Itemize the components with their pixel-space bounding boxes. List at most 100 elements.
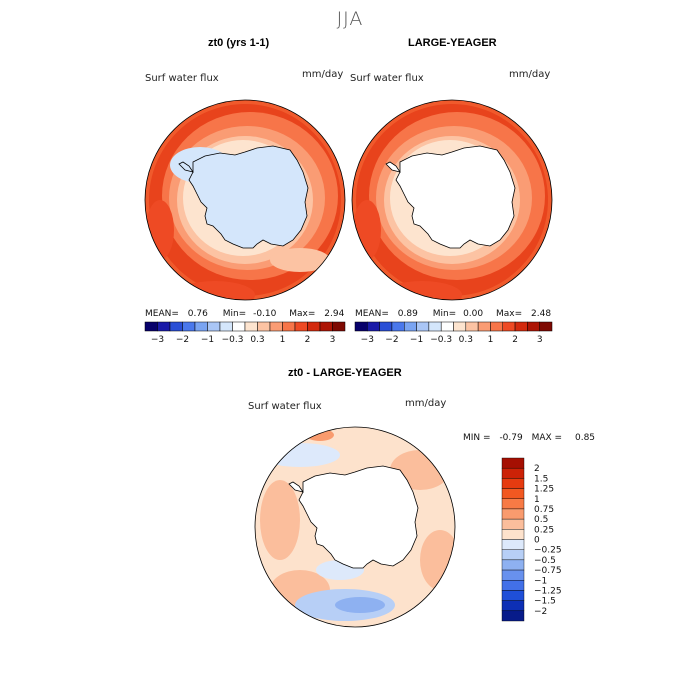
- diff-field-label: Surf water flux: [248, 401, 322, 412]
- diff-colorbar-swatch: [501, 590, 525, 601]
- diff-colorbar-swatch: [501, 580, 525, 591]
- diff-colorbar-swatch: [501, 498, 525, 510]
- diff-colorbar-tick-label: 0.25: [534, 525, 554, 535]
- diff-title: zt0 - LARGE-YEAGER: [288, 367, 402, 379]
- panel-2-colorbar: −3 −2 −1 −0.3 0.3 1 2 3: [354, 321, 553, 345]
- diff-colorbar-tick-label: −1.25: [534, 586, 562, 596]
- panel-1-colorbar-tick-label: −0.3: [222, 335, 244, 345]
- diff-colorbar-tick-label: 1.5: [534, 474, 548, 484]
- diff-colorbar-tick-label: −2: [534, 607, 547, 617]
- diff-colorbar-swatch: [501, 559, 525, 571]
- panel-2-map: [352, 100, 552, 300]
- diff-colorbar-tick-label: 1.25: [534, 485, 554, 495]
- panel-2-colorbar-swatch: [404, 321, 417, 332]
- panel-1-colorbar-swatch: [182, 321, 196, 332]
- panel-1-colorbar-swatch: [194, 321, 208, 332]
- panel-1-colorbar-tick-label: −1: [201, 335, 214, 345]
- panel-1-max-label: Max=: [289, 309, 316, 319]
- diff-map: [255, 427, 455, 627]
- panel-1-colorbar-swatch: [319, 321, 333, 332]
- panel-1-colorbar-swatch: [157, 321, 171, 332]
- diff-colorbar-tick-label: −1.5: [534, 597, 556, 607]
- panel-1-title: zt0 (yrs 1-1): [208, 37, 270, 49]
- panel-2-mean-label: MEAN=: [355, 309, 389, 319]
- panel-1-colorbar-swatch: [332, 321, 346, 332]
- panel-1-mean-label: MEAN=: [145, 309, 179, 319]
- diff-colorbar-swatch: [501, 569, 525, 581]
- panel-2-colorbar-swatch: [490, 321, 503, 332]
- diff-colorbar-swatch: [501, 539, 525, 550]
- panel-2-colorbar-tick-label: −3: [361, 335, 374, 345]
- panel-1-units: mm/day: [302, 69, 344, 80]
- panel-2-mean-value: 0.89: [397, 309, 418, 319]
- diff-colorbar-tick-label: −0.75: [534, 566, 562, 576]
- panel-1-colorbar-swatch: [232, 321, 246, 332]
- panel-1-colorbar-swatch: [144, 321, 158, 332]
- diff-colorbar: 21.51.2510.750.50.250−0.25−0.5−0.75−1−1.…: [501, 457, 562, 622]
- panel-1-field-label: Surf water flux: [145, 73, 219, 84]
- diff-colorbar-swatch: [501, 467, 525, 479]
- panel-2-max-value: 2.48: [531, 309, 552, 319]
- panel-2-colorbar-tick-label: 1: [488, 335, 494, 345]
- panel-1-colorbar-swatch: [244, 321, 258, 332]
- panel-2-colorbar-swatch: [440, 321, 454, 332]
- panel-2-colorbar-swatch: [477, 321, 491, 332]
- panel-1-stats: MEAN= 0.76 Min= -0.10 Max= 2.94: [145, 309, 344, 319]
- diff-colorbar-swatch: [501, 518, 525, 530]
- panel-2-colorbar-swatch: [416, 321, 430, 332]
- panel-2-colorbar-swatch: [354, 321, 368, 332]
- diff-colorbar-tick-label: 0: [534, 536, 540, 546]
- diff-colorbar-tick-label: 1: [534, 495, 540, 505]
- panel-2-title: LARGE-YEAGER: [408, 37, 497, 49]
- panel-1-colorbar-swatch: [169, 321, 183, 332]
- panel-1-colorbar-tick-label: 2: [305, 335, 311, 345]
- diff-colorbar-swatch: [501, 457, 525, 469]
- panel-2-stats: MEAN= 0.89 Min= 0.00 Max= 2.48: [355, 309, 551, 319]
- panel-2-colorbar-tick-label: 2: [512, 335, 518, 345]
- diff-colorbar-tick-label: 2: [534, 464, 540, 474]
- panel-1-min-value: -0.10: [253, 309, 277, 319]
- season-title: JJA: [336, 8, 364, 30]
- panel-2-colorbar-swatch: [453, 321, 467, 332]
- diff-colorbar-swatch: [501, 488, 525, 499]
- panel-2-colorbar-swatch: [539, 321, 553, 332]
- panel-1-colorbar-tick-label: 1: [280, 335, 286, 345]
- panel-2-colorbar-tick-label: −0.3: [430, 335, 452, 345]
- panel-2-min-label: Min=: [432, 309, 457, 319]
- diff-colorbar-tick-label: −0.5: [534, 556, 556, 566]
- diff-colorbar-swatch: [501, 508, 525, 520]
- panel-1-colorbar-swatch: [269, 321, 283, 332]
- panel-2-colorbar-swatch: [367, 321, 380, 332]
- diff-colorbar-tick-label: 0.5: [534, 515, 548, 525]
- panel-1-colorbar-swatch: [294, 321, 308, 332]
- diff-max-value: 0.85: [574, 433, 596, 443]
- panel-2-max-label: Max=: [496, 309, 523, 319]
- panel-2-colorbar-swatch: [465, 321, 479, 332]
- panel-2-colorbar-swatch: [514, 321, 528, 332]
- diff-colorbar-swatch: [501, 478, 525, 489]
- diff-colorbar-swatch: [501, 610, 525, 622]
- panel-1-colorbar-swatch: [219, 321, 233, 332]
- panel-2-colorbar-swatch: [527, 321, 540, 332]
- panel-1-colorbar-swatch: [307, 321, 321, 332]
- panel-1-colorbar-tick-label: −2: [176, 335, 189, 345]
- panel-1-colorbar-swatch: [282, 321, 296, 332]
- diff-units: mm/day: [405, 398, 447, 409]
- panel-2-units: mm/day: [509, 69, 551, 80]
- diff-colorbar-swatch: [501, 529, 525, 540]
- diff-min-value: -0.79: [499, 433, 523, 443]
- diff-colorbar-tick-label: 0.75: [534, 505, 554, 515]
- panel-1-min-label: Min=: [222, 309, 247, 319]
- panel-1-colorbar-tick-label: 3: [330, 335, 336, 345]
- diff-min-label: MIN =: [463, 433, 491, 443]
- diff-colorbar-tick-label: −0.25: [534, 546, 562, 556]
- diff-max-label: MAX =: [531, 433, 563, 443]
- panel-1-colorbar-swatch: [207, 321, 221, 332]
- diff-colorbar-swatch: [501, 549, 525, 561]
- panel-1-colorbar-tick-label: 0.3: [250, 335, 264, 345]
- panel-2-colorbar-tick-label: −2: [385, 335, 398, 345]
- panel-2-colorbar-tick-label: 0.3: [459, 335, 473, 345]
- panel-2-colorbar-swatch: [428, 321, 442, 332]
- panel-2-colorbar-tick-label: 3: [537, 335, 543, 345]
